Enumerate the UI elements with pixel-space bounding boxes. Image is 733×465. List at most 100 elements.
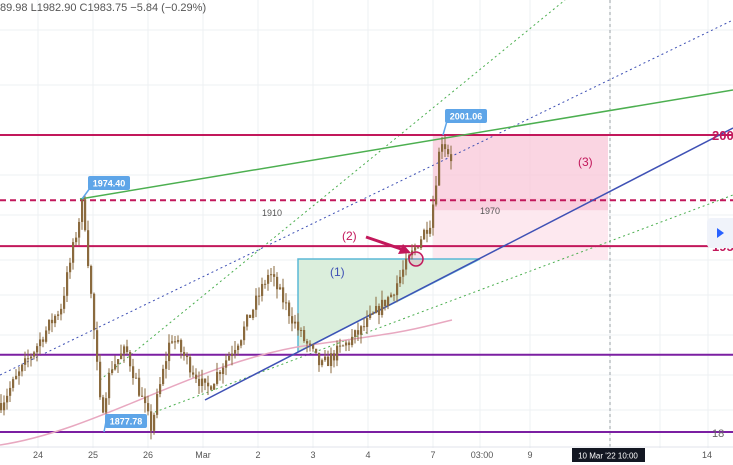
price-scale-label: 200 xyxy=(712,128,733,143)
candle-body xyxy=(168,342,171,362)
candle-body xyxy=(0,403,3,411)
candle-body xyxy=(363,326,366,328)
time-axis-label: 7 xyxy=(430,450,435,460)
candle-body xyxy=(240,340,243,346)
candle-body xyxy=(321,360,324,366)
candle-body xyxy=(351,336,354,346)
target-zone xyxy=(433,135,608,211)
chevron-right-icon xyxy=(717,228,724,238)
candle-body xyxy=(78,221,81,238)
candle-body xyxy=(219,371,222,375)
candle-body xyxy=(141,395,144,397)
level-text-label: 1970 xyxy=(480,206,500,216)
candle-body xyxy=(390,294,393,298)
candle-body xyxy=(120,353,123,360)
candle-body xyxy=(423,229,426,240)
candle-body xyxy=(417,247,420,249)
candle-body xyxy=(246,314,249,327)
candle-body xyxy=(63,295,66,309)
price-label-pointer xyxy=(81,187,91,200)
candle-body xyxy=(96,330,99,362)
candle-body xyxy=(36,346,39,353)
price-label-box xyxy=(105,414,147,428)
candle-body xyxy=(294,321,297,324)
breakout-circle[interactable] xyxy=(408,251,424,267)
candle-body xyxy=(384,299,387,306)
price-label-pointer xyxy=(103,415,108,433)
candle-body xyxy=(123,346,126,354)
candle-body xyxy=(318,352,321,366)
candle-body xyxy=(228,355,231,361)
candle-body xyxy=(30,356,33,359)
candle-body xyxy=(177,340,180,342)
candle-body xyxy=(225,360,228,368)
candle-body xyxy=(15,375,18,380)
candle-body xyxy=(288,302,291,317)
candle-body xyxy=(9,387,12,396)
candle-body xyxy=(18,371,21,376)
candle-body xyxy=(339,345,342,347)
candle-body xyxy=(3,402,6,411)
candle-body xyxy=(261,283,264,296)
time-axis-label: 9 xyxy=(527,450,532,460)
candle-body xyxy=(99,361,102,398)
candle-body xyxy=(72,242,75,263)
candle-body xyxy=(276,276,279,290)
candle-body xyxy=(267,274,270,284)
scroll-to-realtime-button[interactable] xyxy=(707,218,733,248)
candle-body xyxy=(312,344,315,349)
candle-body xyxy=(213,383,216,390)
candle-body xyxy=(201,378,204,386)
candle-body xyxy=(435,185,438,205)
time-axis-label: 3 xyxy=(310,450,315,460)
candle-body xyxy=(333,353,336,361)
candle-body xyxy=(165,361,168,369)
candle-body xyxy=(234,349,237,354)
candle-body xyxy=(147,403,150,412)
price-label: 2001.06 xyxy=(450,112,483,122)
candle-body xyxy=(444,144,447,150)
candle-body xyxy=(129,352,132,367)
candle-body xyxy=(255,295,258,310)
candle-body xyxy=(264,283,267,285)
time-axis-label: 4 xyxy=(365,450,370,460)
candle-body xyxy=(432,204,435,228)
candle-body xyxy=(81,199,84,222)
candle-body xyxy=(399,276,402,284)
candle-body xyxy=(48,319,51,331)
candle-body xyxy=(54,315,57,324)
channel-upper-dotted xyxy=(99,0,566,381)
price-label-box xyxy=(445,109,487,123)
candle-body xyxy=(360,326,363,335)
time-axis-label: 26 xyxy=(143,450,153,460)
candle-body xyxy=(249,314,252,318)
candle-body xyxy=(33,352,36,357)
candle-body xyxy=(393,294,396,296)
candle-body xyxy=(285,302,288,304)
candle-body xyxy=(420,239,423,249)
annotation-2: (2) xyxy=(342,229,357,243)
price-label: 1974.40 xyxy=(93,179,126,189)
candle-body xyxy=(405,258,408,270)
candle-body xyxy=(117,359,120,365)
candle-body xyxy=(189,357,192,373)
candle-body xyxy=(39,339,42,347)
candle-body xyxy=(156,394,159,415)
candle-body xyxy=(204,378,207,383)
annotation-3: (3) xyxy=(578,155,593,169)
candle-body xyxy=(369,313,372,319)
candle-body xyxy=(273,274,276,277)
candle-body xyxy=(90,266,93,294)
trendline-blue[interactable] xyxy=(204,127,733,401)
candle-body xyxy=(231,353,234,356)
candle-body xyxy=(387,297,390,306)
candle-body xyxy=(75,237,78,243)
trendline-green[interactable] xyxy=(79,89,733,200)
candle-body xyxy=(438,151,441,186)
candle-body xyxy=(24,358,27,365)
candle-body xyxy=(426,229,429,234)
candle-body xyxy=(381,299,384,315)
candle-body xyxy=(243,326,246,341)
